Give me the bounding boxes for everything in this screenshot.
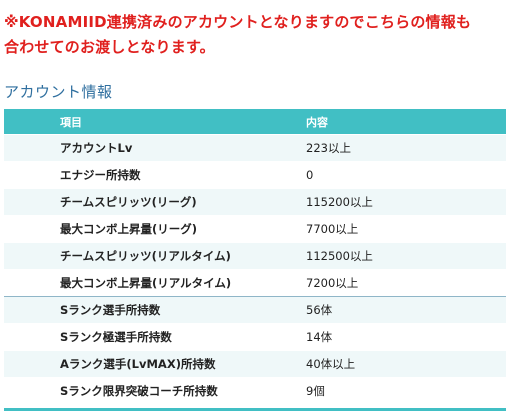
row-item-value: 9個 [252,377,506,404]
row-item-label: Sランク選手所持数 [4,296,252,324]
row-item-value: 40体以上 [252,350,506,378]
notice-line-2: 合わせてのお渡しとなります。 [4,38,215,56]
table-row: Aランク選手(LvMAX)所持数 40体以上 [4,350,506,378]
header-content: 内容 [252,109,506,135]
table-row: Sランク選手所持数 56体 [4,296,506,324]
table-bottom-rule [4,408,506,411]
row-item-value: 14体 [252,323,506,351]
table-row: チームスピリッツ(リアルタイム) 112500以上 [4,242,506,270]
table-row: Sランク極選手所持数 14体 [4,323,506,351]
row-item-label: アカウントLv [4,134,252,162]
row-item-value: 56体 [252,296,506,324]
account-info-table: 項目 内容 アカウントLv 223以上 エナジー所持数 0 チームスピリッツ(リ… [4,109,506,404]
table-row: Sランク限界突破コーチ所持数 9個 [4,377,506,404]
table-row: 最大コンボ上昇量(リアルタイム) 7200以上 [4,269,506,297]
row-item-value: 7700以上 [252,215,506,243]
row-item-label: Aランク選手(LvMAX)所持数 [4,350,252,378]
row-item-label: Sランク限界突破コーチ所持数 [4,377,252,404]
row-item-label: チームスピリッツ(リーグ) [4,188,252,216]
row-item-label: 最大コンボ上昇量(リアルタイム) [4,269,252,297]
row-item-label: Sランク極選手所持数 [4,323,252,351]
row-item-value: 115200以上 [252,188,506,216]
table-row: 最大コンボ上昇量(リーグ) 7700以上 [4,215,506,243]
row-item-label: チームスピリッツ(リアルタイム) [4,242,252,270]
table-header-row: 項目 内容 [4,109,506,135]
table-row: チームスピリッツ(リーグ) 115200以上 [4,188,506,216]
section-title: アカウント情報 [4,83,113,101]
row-item-value: 223以上 [252,134,506,162]
row-item-label: エナジー所持数 [4,161,252,189]
table-row: エナジー所持数 0 [4,161,506,189]
row-item-value: 112500以上 [252,242,506,270]
notice-text: ※KONAMIID連携済みのアカウントとなりますのでこちらの情報も 合わせてのお… [4,10,506,60]
row-item-value: 0 [252,161,506,189]
header-item: 項目 [4,109,252,135]
row-item-value: 7200以上 [252,269,506,297]
notice-line-1: ※KONAMIID連携済みのアカウントとなりますのでこちらの情報も [4,13,472,31]
row-item-label: 最大コンボ上昇量(リーグ) [4,215,252,243]
table-row: アカウントLv 223以上 [4,134,506,162]
